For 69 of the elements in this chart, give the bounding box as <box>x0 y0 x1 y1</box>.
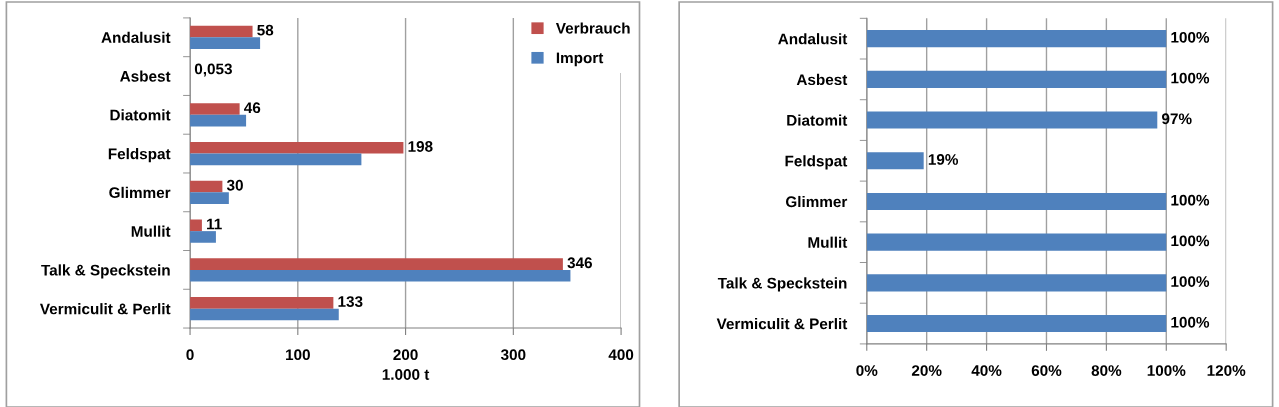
data-label: 100% <box>1171 276 1210 287</box>
bar <box>190 219 202 232</box>
bar <box>866 30 1167 48</box>
x-tick-label: 100% <box>1147 365 1186 376</box>
x-tick-label: 120% <box>1207 365 1246 376</box>
y-tick-label: Andalusit <box>778 33 848 45</box>
bar <box>866 70 1167 88</box>
data-label: 11 <box>207 218 222 230</box>
data-label: 100% <box>1171 316 1210 328</box>
bar <box>190 269 571 282</box>
x-tick-label: 0 <box>186 349 194 361</box>
bar <box>190 103 240 115</box>
bar <box>866 152 924 170</box>
bar <box>190 180 223 193</box>
x-tick-label: 200 <box>393 349 418 361</box>
data-label: 97% <box>1161 113 1192 125</box>
bar <box>866 233 1167 251</box>
bar <box>866 274 1167 292</box>
bar <box>190 25 253 38</box>
data-label: 0,053 <box>194 63 232 77</box>
data-label: 100% <box>1171 31 1210 43</box>
bar <box>190 297 334 309</box>
data-label: 198 <box>408 141 433 152</box>
y-tick-label: Vermiculit & Perlit <box>39 303 171 315</box>
bar <box>190 258 563 270</box>
bar <box>190 153 362 166</box>
x-tick-label: 20% <box>911 365 942 376</box>
data-label: 100% <box>1171 194 1210 206</box>
y-tick-label: Mullit <box>808 236 848 248</box>
y-tick-label: Feldspat <box>785 155 848 170</box>
bar <box>866 192 1167 211</box>
y-tick-label: Vermiculit & Perlit <box>716 318 848 330</box>
x-tick-label: 60% <box>1031 365 1062 376</box>
data-label: 346 <box>567 257 592 269</box>
y-tick-label: Feldspat <box>108 148 171 163</box>
y-tick-label: Diatomit <box>787 114 848 126</box>
y-tick-label: Talk & Speckstein <box>717 277 847 292</box>
y-tick-label: Asbest <box>120 70 171 82</box>
y-tick-label: Andalusit <box>101 31 171 43</box>
x-tick-label: 80% <box>1091 365 1122 376</box>
x-axis-title: 1.000 t <box>382 369 430 380</box>
data-label: 58 <box>257 24 274 36</box>
bar <box>190 141 404 154</box>
y-tick-label: Mullit <box>131 225 171 237</box>
y-tick-label: Glimmer <box>785 195 848 208</box>
bar <box>190 37 261 49</box>
x-tick-label: 0% <box>856 365 878 376</box>
x-tick-label: 100 <box>286 349 310 361</box>
y-tick-label: Asbest <box>796 73 848 86</box>
y-tick-label: Diatomit <box>110 109 171 121</box>
data-label: 30 <box>226 179 243 191</box>
data-label: 46 <box>244 102 261 114</box>
data-label: 19% <box>928 154 959 165</box>
legend-label: Verbrauch <box>555 22 630 34</box>
y-tick-label: Talk & Speckstein <box>41 264 170 279</box>
legend-label: Import <box>556 52 604 67</box>
x-tick-label: 300 <box>500 349 526 361</box>
x-tick-label: 400 <box>608 349 634 361</box>
x-tick-label: 40% <box>971 365 1002 376</box>
bar <box>866 111 1158 129</box>
bar <box>190 231 216 243</box>
data-label: 133 <box>338 296 363 307</box>
bar <box>866 315 1167 333</box>
y-tick-label: Glimmer <box>109 186 171 199</box>
data-label: 100% <box>1171 235 1210 247</box>
bar <box>190 308 339 321</box>
bar <box>190 114 247 127</box>
data-label: 100% <box>1171 72 1210 84</box>
bar <box>190 192 229 204</box>
